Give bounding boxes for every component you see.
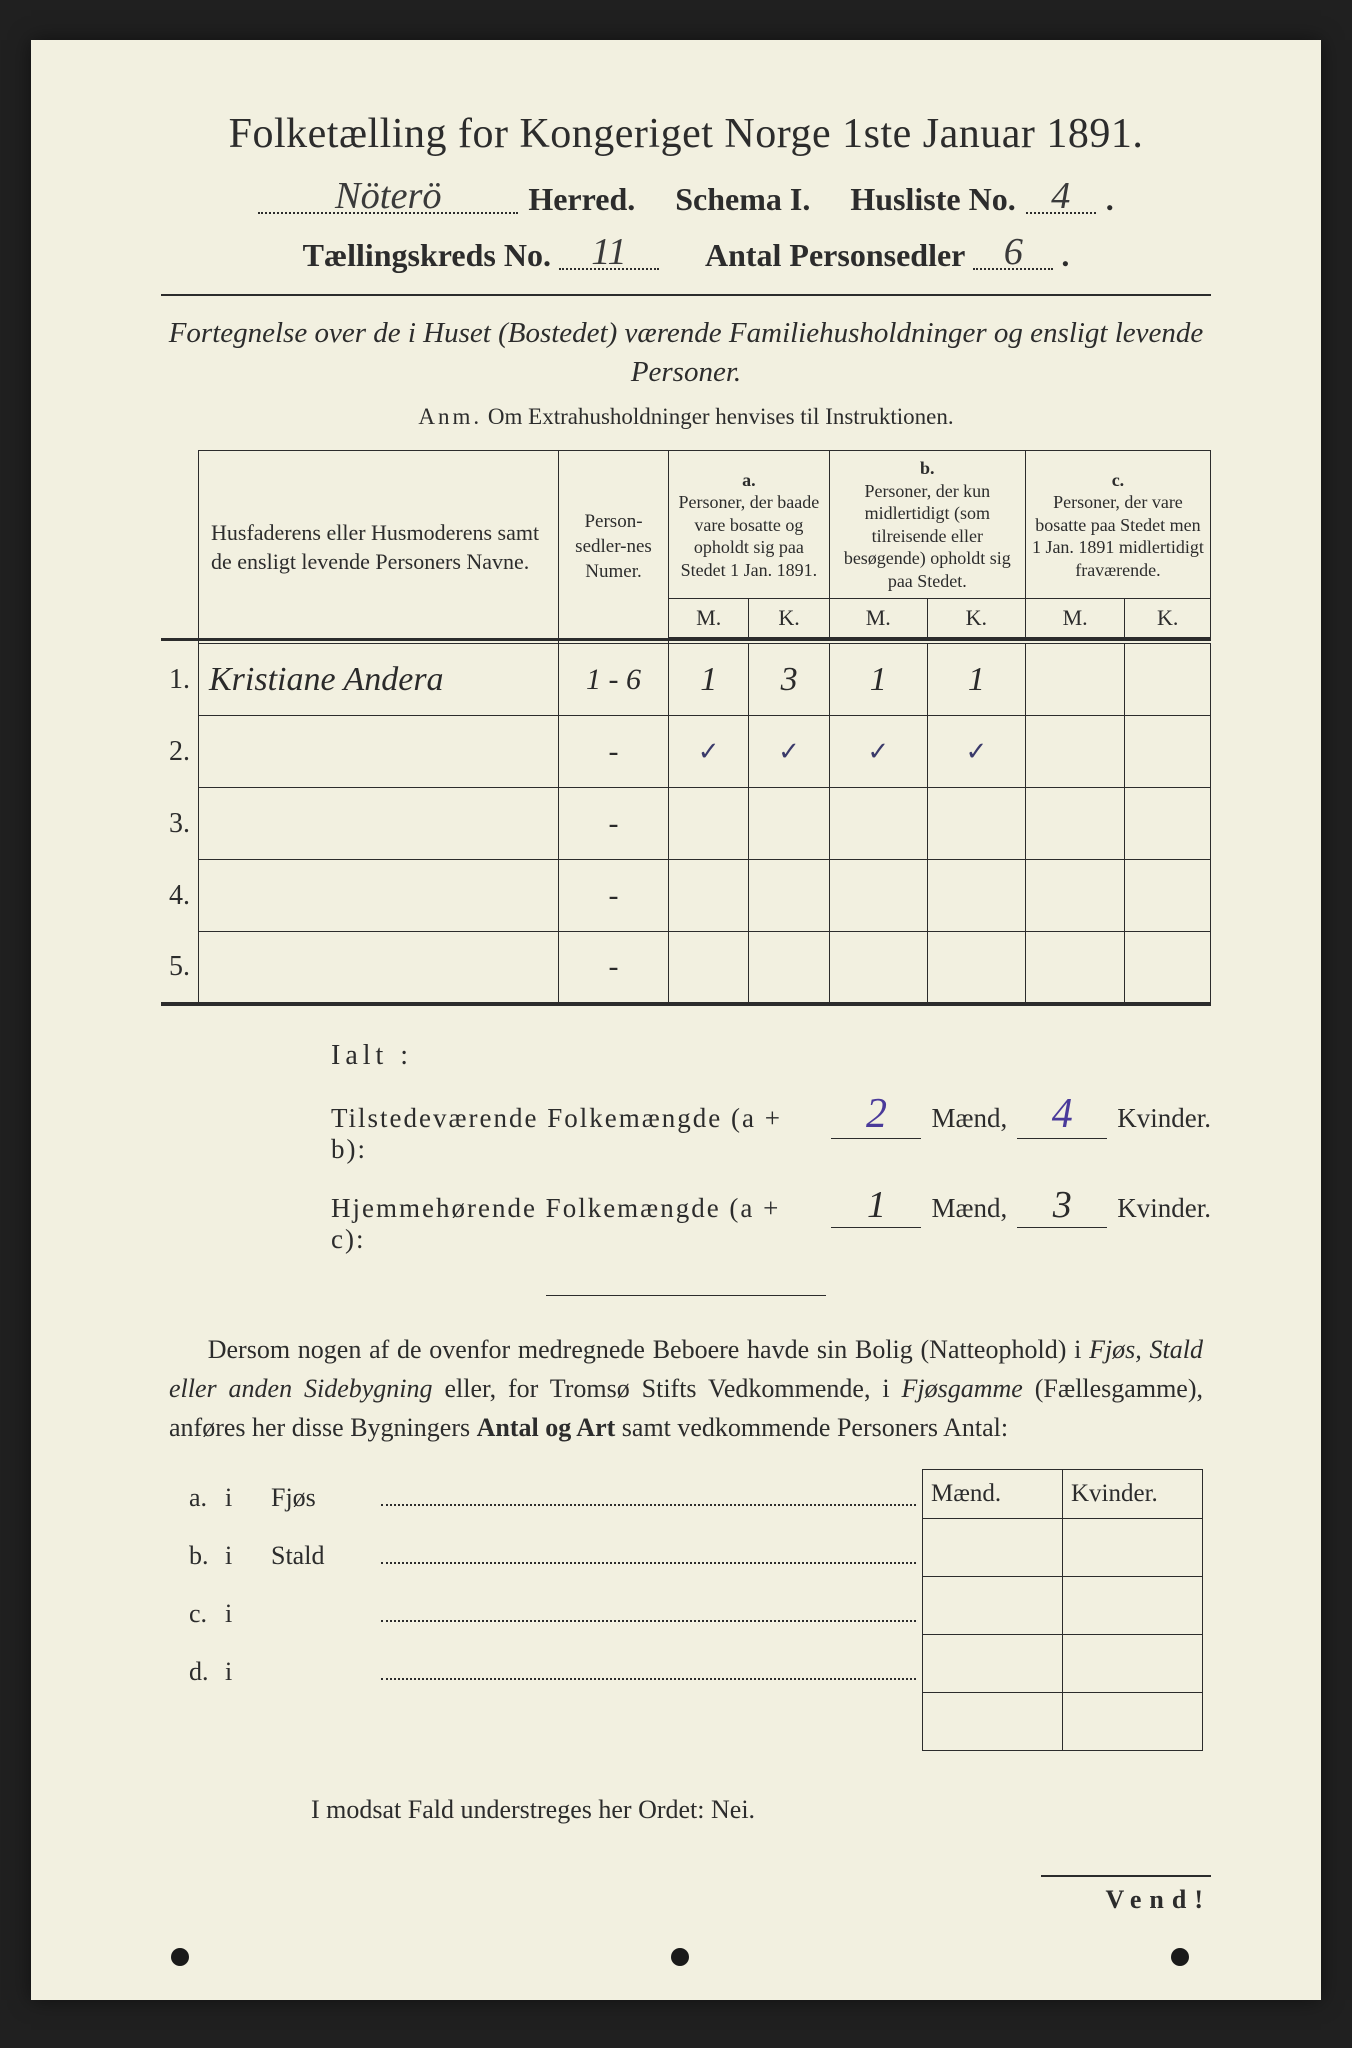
header-line-3: Tællingskreds No. 11 Antal Personsedler …	[161, 232, 1211, 274]
table-row: 2.-✓✓✓✓	[161, 716, 1211, 788]
punch-hole-icon	[1171, 1948, 1189, 1966]
modsat-line: I modsat Fald understreges her Ordet: Ne…	[311, 1795, 1211, 1825]
name-cell	[199, 716, 559, 788]
vend-label: Vend!	[1041, 1875, 1211, 1915]
antal-label: Antal Personsedler	[705, 237, 965, 274]
punch-hole-icon	[671, 1948, 689, 1966]
num-cell: 1 - 6	[559, 644, 669, 716]
herred-label: Herred.	[528, 181, 635, 218]
table-row: 1.Kristiane Andera1 - 61311	[161, 644, 1211, 716]
anm-note: Anm. Om Extrahusholdninger henvises til …	[161, 404, 1211, 430]
list-item: d.i	[169, 1643, 922, 1701]
totals-block: Ialt : Tilstedeværende Folkemængde (a + …	[331, 1040, 1211, 1255]
num-cell: -	[559, 932, 669, 1004]
num-cell: -	[559, 716, 669, 788]
btm-maend-header: Mænd.	[923, 1470, 1063, 1519]
divider	[161, 294, 1211, 296]
main-title: Folketælling for Kongeriget Norge 1ste J…	[161, 110, 1211, 158]
name-cell: Kristiane Andera	[199, 644, 559, 716]
col-header-b: b. Personer, der kun midlertidigt (som t…	[829, 451, 1025, 599]
hjemme-m-field: 1	[831, 1183, 921, 1228]
punch-hole-icon	[171, 1948, 189, 1966]
num-cell: -	[559, 788, 669, 860]
table-row: 4.-	[161, 860, 1211, 932]
table-row: 3.-	[161, 788, 1211, 860]
hjemme-line: Hjemmehørende Folkemængde (a + c): 1 Mæn…	[331, 1183, 1211, 1255]
col-header-c: c. Personer, der vare bosatte paa Stedet…	[1025, 451, 1210, 599]
household-table: Husfaderens eller Husmoderens samt de en…	[161, 450, 1211, 1006]
num-cell: -	[559, 860, 669, 932]
census-form-page: Folketælling for Kongeriget Norge 1ste J…	[31, 40, 1321, 2000]
list-item: c.i	[169, 1585, 922, 1643]
btm-kvinder-header: Kvinder.	[1063, 1470, 1203, 1519]
col-header-number: Person-sedler-nes Numer.	[559, 451, 669, 644]
tilstede-m-field: 2	[831, 1090, 921, 1139]
dersom-paragraph: Dersom nogen af de ovenfor medregnede Be…	[169, 1330, 1203, 1447]
antal-field: 6	[973, 232, 1053, 270]
tilstede-line: Tilstedeværende Folkemængde (a + b): 2 M…	[331, 1090, 1211, 1165]
husliste-label: Husliste No.	[850, 181, 1015, 218]
husliste-field: 4	[1026, 176, 1096, 214]
header-line-2: Nöterö Herred. Schema I. Husliste No. 4 …	[161, 176, 1211, 218]
tilstede-k-field: 4	[1017, 1090, 1107, 1139]
building-table: a.iFjøsb.iStaldc.id.i Mænd. Kvinder.	[169, 1469, 1203, 1751]
kreds-label: Tællingskreds No.	[303, 237, 551, 274]
list-item: a.iFjøs	[169, 1469, 922, 1527]
hjemme-k-field: 3	[1017, 1183, 1107, 1228]
name-cell	[199, 932, 559, 1004]
col-header-name: Husfaderens eller Husmoderens samt de en…	[199, 451, 559, 644]
name-cell	[199, 788, 559, 860]
mid-divider	[546, 1295, 826, 1296]
schema-label: Schema I.	[675, 181, 810, 218]
herred-field: Nöterö	[258, 176, 518, 214]
subtitle: Fortegnelse over de i Huset (Bostedet) v…	[161, 314, 1211, 392]
kreds-field: 11	[559, 232, 659, 270]
name-cell	[199, 860, 559, 932]
list-item: b.iStald	[169, 1527, 922, 1585]
building-list: a.iFjøsb.iStaldc.id.i	[169, 1469, 922, 1751]
col-header-a: a. Personer, der baade vare bosatte og o…	[669, 451, 830, 599]
table-row: 5.-	[161, 932, 1211, 1004]
building-counts: Mænd. Kvinder.	[922, 1469, 1203, 1751]
ialt-label: Ialt :	[331, 1040, 1211, 1072]
